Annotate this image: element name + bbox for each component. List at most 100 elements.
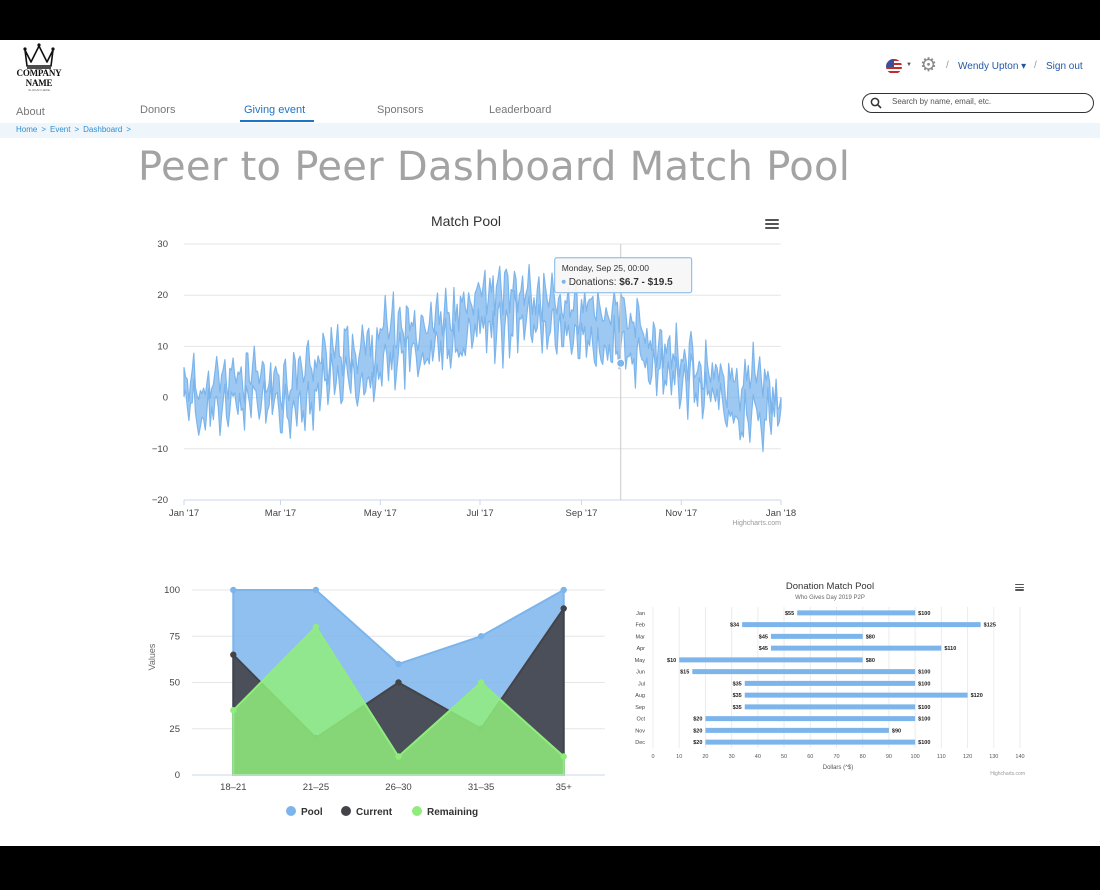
remaining-series-area[interactable] xyxy=(232,625,565,776)
data-label: $80 xyxy=(866,658,875,664)
range-bar[interactable] xyxy=(705,716,916,722)
breadcrumb-dashboard[interactable]: Dashboard xyxy=(83,125,123,134)
x-tick-label: 80 xyxy=(860,754,866,760)
range-bar[interactable] xyxy=(744,692,968,698)
chart-menu-icon[interactable] xyxy=(765,219,779,231)
category-label: Feb xyxy=(636,623,645,629)
data-point[interactable] xyxy=(230,707,237,714)
breadcrumb-separator: > xyxy=(74,125,80,134)
category-label: Nov xyxy=(635,728,645,734)
data-label: $100 xyxy=(918,717,930,723)
data-point[interactable] xyxy=(312,586,320,594)
data-point[interactable] xyxy=(477,633,485,640)
donation-match-pool-chart: Donation Match Pool Who Gives Day 2019 P… xyxy=(635,581,1025,777)
sign-out-link[interactable]: Sign out xyxy=(1046,61,1083,72)
y-tick-label: −10 xyxy=(152,444,168,455)
legend-item[interactable]: Pool xyxy=(301,807,323,818)
x-tick-label: 35+ xyxy=(556,782,573,793)
range-bar[interactable] xyxy=(744,704,916,710)
range-bar[interactable] xyxy=(692,669,916,675)
category-label: Mar xyxy=(636,634,646,640)
data-label: $100 xyxy=(918,681,930,687)
legend-item[interactable]: Remaining xyxy=(427,807,478,818)
legend-item[interactable]: Current xyxy=(356,807,393,818)
range-bar[interactable] xyxy=(742,622,981,628)
search-icon xyxy=(870,97,882,109)
us-flag-icon[interactable] xyxy=(886,59,902,74)
data-point[interactable] xyxy=(230,651,237,658)
x-tick-label: Mar '17 xyxy=(265,508,296,519)
active-tab-indicator xyxy=(240,120,314,122)
legend-marker[interactable] xyxy=(341,806,351,816)
data-point[interactable] xyxy=(312,623,320,631)
breadcrumb-bar xyxy=(0,123,1100,138)
data-label: $34 xyxy=(730,623,740,629)
range-bar[interactable] xyxy=(770,633,863,639)
search-box[interactable] xyxy=(862,93,1094,113)
x-tick-label: Jul '17 xyxy=(466,508,493,519)
user-menu-button[interactable]: Wendy Upton ▾ xyxy=(958,61,1027,72)
donations-series-area[interactable] xyxy=(183,264,782,453)
data-point[interactable] xyxy=(395,753,402,760)
crown-icon xyxy=(23,43,55,69)
search-input[interactable] xyxy=(890,96,1089,107)
data-point[interactable] xyxy=(560,605,567,612)
data-label: $120 xyxy=(971,693,983,699)
tab-leaderboard[interactable]: Leaderboard xyxy=(489,104,552,116)
y-tick-label: 100 xyxy=(164,585,180,596)
range-bar[interactable] xyxy=(705,739,916,745)
chevron-down-icon[interactable]: ▼ xyxy=(906,62,912,68)
data-label: $10 xyxy=(667,658,676,664)
age-values-chart: 0 25 50 75 100 18–21 21–25 26–30 31–35 35+ Values… xyxy=(147,585,605,818)
x-axis-title: Dollars (^$) xyxy=(823,765,854,771)
x-tick-label: 90 xyxy=(886,754,892,760)
hover-point[interactable] xyxy=(616,358,626,368)
y-tick-label: 20 xyxy=(157,290,168,301)
data-point[interactable] xyxy=(560,753,567,760)
data-label: $100 xyxy=(918,705,930,711)
y-tick-label: 10 xyxy=(157,341,168,352)
data-point[interactable] xyxy=(395,660,402,668)
data-label: $100 xyxy=(918,740,930,746)
range-bar[interactable] xyxy=(744,680,916,686)
legend-marker[interactable] xyxy=(412,806,422,816)
x-tick-label: Jan '17 xyxy=(169,508,199,519)
x-tick-label: 140 xyxy=(1015,754,1024,760)
x-tick-label: 120 xyxy=(963,754,972,760)
tab-donors[interactable]: Donors xyxy=(140,104,176,116)
charts-canvas: Match Pool −20 −10 0 10 20 30 Jan '17 Mar '17 Ma… xyxy=(147,213,1025,818)
data-label: $35 xyxy=(733,705,742,711)
data-point[interactable] xyxy=(230,586,237,594)
data-point[interactable] xyxy=(560,586,567,594)
data-label: $100 xyxy=(918,611,930,617)
tab-giving-event[interactable]: Giving event xyxy=(244,104,306,116)
chart-menu-icon[interactable] xyxy=(1015,584,1024,592)
chart-subtitle: Who Gives Day 2019 P2P xyxy=(795,595,865,601)
data-point[interactable] xyxy=(395,679,402,686)
y-tick-label: 0 xyxy=(163,393,168,404)
range-bar[interactable] xyxy=(770,645,942,651)
x-tick-label: 0 xyxy=(651,754,654,760)
tooltip-value: Donations: $6.7 - $19.5 xyxy=(569,277,673,288)
company-logo[interactable]: COMPANY NAME SLOGAN HERE xyxy=(4,42,74,92)
chart-credit: Highcharts.com xyxy=(732,520,781,527)
tooltip-series-marker xyxy=(561,279,566,284)
page-title: Peer to Peer Dashboard Match Pool xyxy=(138,144,851,190)
tab-about[interactable]: About xyxy=(16,106,45,118)
data-label: $20 xyxy=(693,740,702,746)
breadcrumb-home[interactable]: Home xyxy=(16,125,38,134)
range-bar[interactable] xyxy=(705,727,889,733)
range-bar[interactable] xyxy=(797,610,916,616)
legend-marker[interactable] xyxy=(286,806,296,816)
tab-sponsors[interactable]: Sponsors xyxy=(377,104,424,116)
range-bar[interactable] xyxy=(679,657,863,663)
x-tick-label: 110 xyxy=(937,754,946,760)
data-label: $35 xyxy=(733,681,742,687)
breadcrumb-event[interactable]: Event xyxy=(50,125,71,134)
data-label: $100 xyxy=(918,670,930,676)
separator: / xyxy=(1034,60,1037,71)
separator: / xyxy=(946,60,949,71)
data-point[interactable] xyxy=(477,679,485,686)
gear-icon[interactable]: ⚙ xyxy=(920,55,938,76)
data-label: $20 xyxy=(693,728,702,734)
